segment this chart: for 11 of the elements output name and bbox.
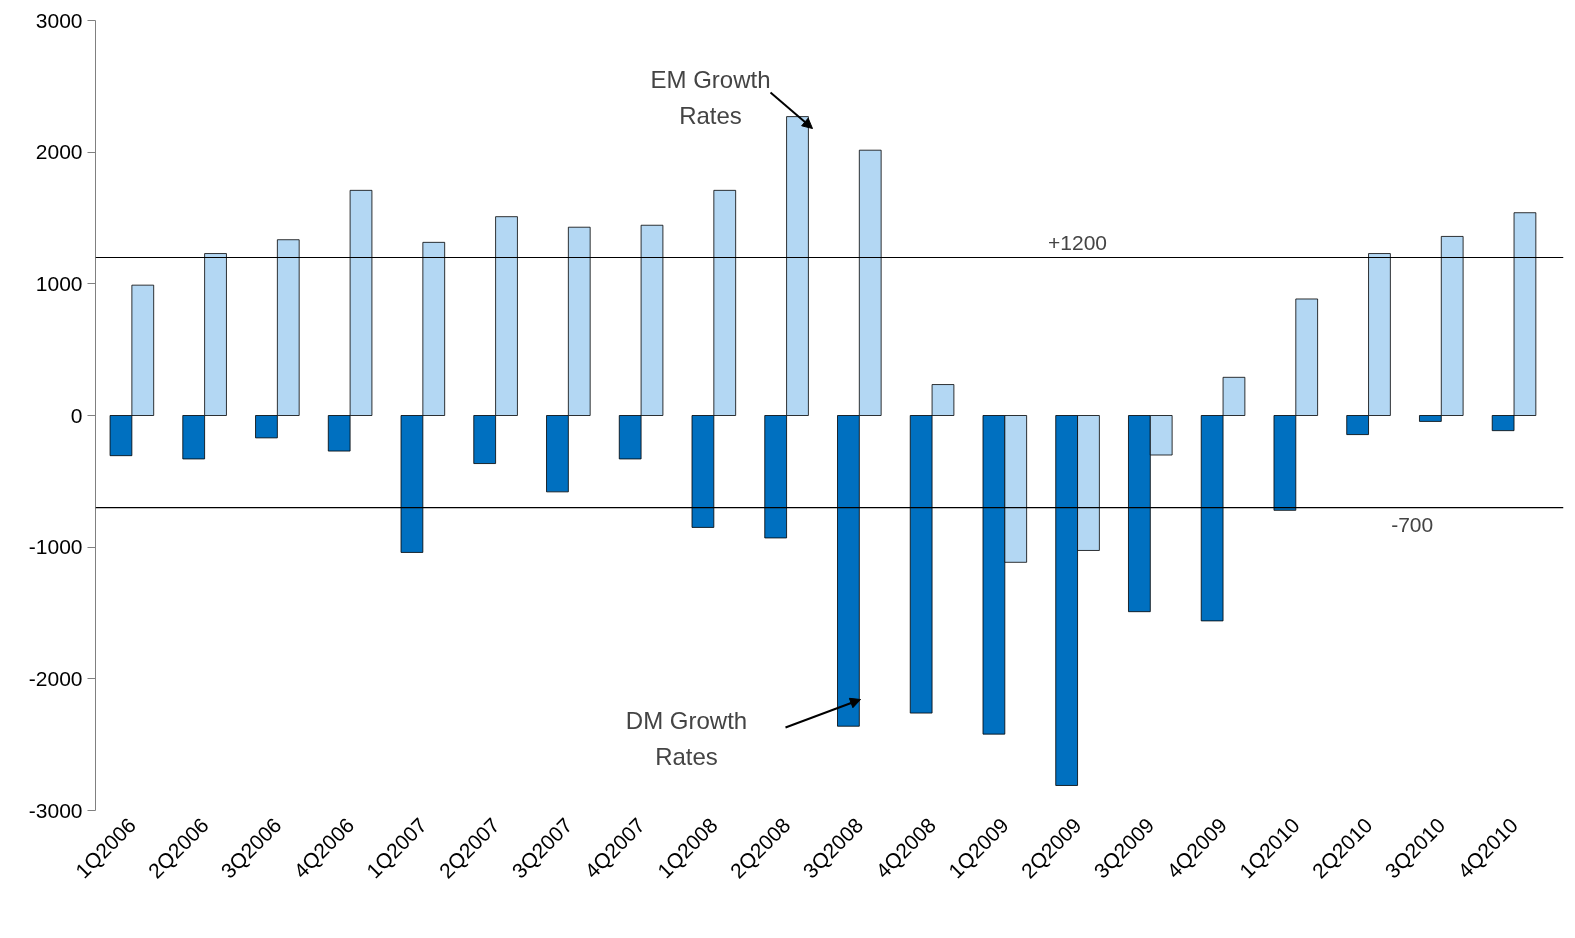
y-tick-label: 3000 [35, 8, 83, 32]
y-tick-label: -3000 [28, 798, 83, 822]
y-tick-label: 2000 [35, 140, 83, 164]
ref-line-label: +1200 [1048, 230, 1108, 254]
annotation: DM Growth Rates [625, 707, 748, 770]
annotation: EM Growth Rates [650, 66, 771, 129]
y-tick-label: 1000 [35, 271, 83, 295]
y-tick-label: 0 [70, 403, 83, 427]
y-tick-label: -2000 [28, 666, 83, 690]
y-tick-label: -1000 [28, 535, 83, 559]
ref-line-label: -700 [1391, 512, 1434, 536]
